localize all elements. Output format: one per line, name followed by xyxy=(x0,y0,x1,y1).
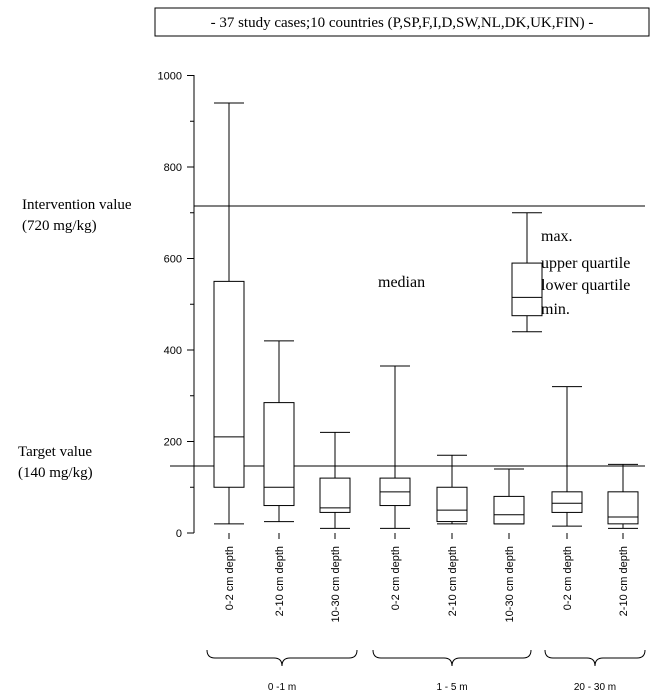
legend-lower-quartile-label: lower quartile xyxy=(541,277,630,294)
x-tick-label: 2-10 cm depth xyxy=(274,546,286,616)
legend-min-label: min. xyxy=(541,301,570,318)
box-series: 0-2 cm depth 2-10 cm depth 10-30 cm depth 0… xyxy=(213,102,639,622)
y-tick-label: 800 xyxy=(164,162,182,174)
legend-max-label: max. xyxy=(541,228,573,245)
box-iqr xyxy=(263,402,295,507)
y-tick-label: 400 xyxy=(164,345,182,357)
box-iqr xyxy=(511,262,543,317)
y-tick-label: 1000 xyxy=(158,71,182,83)
box-7 xyxy=(551,386,583,527)
legend-box xyxy=(511,212,543,333)
group-braces: 0 -1 m 1 - 5 m 20 - 30 m xyxy=(206,649,646,693)
target-label: Target value xyxy=(18,444,92,460)
x-tick-label: 0-2 cm depth xyxy=(390,546,402,610)
box-8 xyxy=(607,463,639,529)
y-axis-ticks: 0 200 400 600 800 1000 xyxy=(158,71,194,540)
y-tick-label: 0 xyxy=(176,528,182,540)
box-iqr xyxy=(436,486,468,523)
x-tick-label: 10-30 cm depth xyxy=(504,546,516,622)
legend-upper-quartile-label: upper quartile xyxy=(541,255,630,272)
box-iqr xyxy=(493,495,525,525)
box-iqr xyxy=(319,477,351,513)
x-tick-label: 10-30 cm depth xyxy=(330,546,342,622)
title-box xyxy=(154,7,650,37)
y-tick-label: 200 xyxy=(164,437,182,449)
x-tick-label: 2-10 cm depth xyxy=(618,546,630,616)
legend: max. upper quartile median lower quartile mi… xyxy=(378,212,630,333)
group-brace xyxy=(206,649,358,667)
box-iqr xyxy=(607,491,639,525)
y-tick-label: 600 xyxy=(164,254,182,266)
legend-median-label: median xyxy=(378,274,425,291)
box-6 xyxy=(493,468,525,525)
group-brace xyxy=(544,649,646,667)
x-tick-label: 0-2 cm depth xyxy=(224,546,236,610)
x-tick-label: 0-2 cm depth xyxy=(562,546,574,610)
box-2 xyxy=(263,340,295,523)
group-label: 20 - 30 m xyxy=(574,682,616,693)
x-tick-label: 2-10 cm depth xyxy=(447,546,459,616)
group-brace xyxy=(372,649,532,667)
box-4 xyxy=(379,365,411,529)
box-1 xyxy=(213,102,245,525)
group-label: 1 - 5 m xyxy=(436,682,467,693)
chart-title: - 37 study cases;10 countries (P,SP,F,I,… xyxy=(211,15,594,31)
box-iqr xyxy=(213,280,245,488)
intervention-sublabel: (720 mg/kg) xyxy=(22,218,97,234)
box-3 xyxy=(319,431,351,529)
group-label: 0 -1 m xyxy=(268,682,296,693)
target-sublabel: (140 mg/kg) xyxy=(18,465,93,481)
box-5 xyxy=(436,454,468,525)
box-iqr xyxy=(551,491,583,513)
intervention-label: Intervention value xyxy=(22,197,132,213)
